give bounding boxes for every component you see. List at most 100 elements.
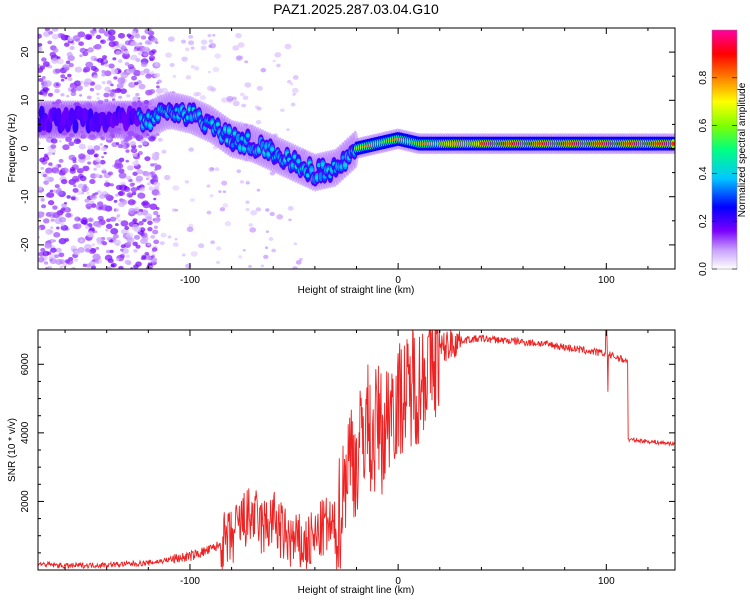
- heat-cell: [140, 61, 148, 67]
- heat-cell: [104, 70, 112, 77]
- heat-cell: [43, 218, 50, 224]
- heat-cell: [116, 83, 124, 89]
- heat-cell: [118, 219, 122, 222]
- heat-cell: [136, 168, 143, 175]
- heat-cell: [89, 179, 96, 185]
- heat-cell: [38, 63, 41, 68]
- heat-cell: [224, 221, 232, 227]
- colorbar-tick-label: 0.4: [698, 166, 709, 180]
- heat-cell: [104, 193, 111, 199]
- colorbar-tick-label: 0.8: [698, 70, 709, 84]
- heat-cell: [125, 149, 130, 153]
- heat-cell: [40, 166, 45, 170]
- heat-cell: [132, 218, 138, 223]
- heat-cell: [73, 138, 82, 145]
- heat-cell: [96, 96, 101, 101]
- heat-cell: [157, 192, 161, 196]
- heat-cell: [172, 208, 177, 212]
- heat-cell: [232, 100, 240, 107]
- heat-cell: [52, 212, 60, 219]
- heat-cell: [90, 247, 97, 253]
- heat-cell: [82, 68, 88, 73]
- heat-cell: [135, 244, 141, 249]
- heat-cell: [145, 266, 153, 269]
- heat-cell: [180, 39, 187, 44]
- heat-cell: [50, 218, 55, 222]
- heat-cell: [256, 85, 263, 91]
- heat-cell: [295, 260, 302, 265]
- heat-cell: [100, 146, 107, 152]
- heat-cell: [76, 167, 84, 174]
- heat-cell: [242, 146, 247, 151]
- colorbar-frame: [711, 29, 738, 270]
- chart-title: PAZ1.2025.287.03.04.G10: [273, 1, 439, 17]
- y-tick-label: 0: [20, 145, 31, 151]
- heat-cell: [60, 222, 65, 227]
- heat-cell: [66, 94, 70, 98]
- heat-cell: [85, 203, 93, 209]
- heat-cell: [122, 52, 130, 60]
- heat-cell: [113, 239, 121, 246]
- heat-cell: [132, 152, 138, 157]
- heat-cell: [98, 28, 105, 34]
- heat-cell: [141, 255, 147, 259]
- heat-cell: [292, 154, 297, 159]
- heat-cell: [126, 241, 132, 246]
- heat-cell: [64, 111, 69, 117]
- heat-cell: [226, 95, 234, 102]
- heat-cell: [120, 244, 126, 249]
- heat-cell: [40, 247, 46, 252]
- heat-cell: [117, 32, 126, 39]
- heat-cell: [88, 113, 93, 118]
- heat-cell: [87, 161, 92, 165]
- heat-cell: [60, 78, 65, 82]
- heat-cell: [61, 167, 69, 174]
- heat-cell: [70, 266, 77, 269]
- heat-cell: [269, 211, 275, 217]
- heat-cell: [85, 35, 92, 40]
- y-tick-label: -10: [20, 189, 31, 204]
- x-tick-label: 0: [395, 576, 401, 587]
- heat-cell: [144, 156, 151, 162]
- heat-cell: [94, 260, 100, 264]
- heat-cell: [76, 223, 82, 228]
- heat-cell: [245, 207, 250, 212]
- heat-cell: [42, 250, 50, 257]
- heat-cell: [92, 45, 98, 50]
- heat-cell: [248, 223, 253, 227]
- heat-cell: [150, 163, 155, 167]
- heat-cell: [103, 59, 107, 63]
- heat-cell: [38, 226, 42, 231]
- heat-cell: [157, 137, 163, 142]
- heat-cell: [246, 180, 250, 183]
- heat-cell: [119, 248, 124, 252]
- heat-cell: [93, 167, 97, 171]
- heat-cell: [67, 55, 75, 62]
- snr-series-line: [38, 330, 675, 570]
- heat-cell: [135, 58, 141, 63]
- heat-cell: [120, 140, 125, 145]
- heat-cell: [70, 91, 77, 97]
- heat-cell: [56, 226, 60, 230]
- heat-cell: [190, 251, 198, 257]
- heat-cell: [169, 63, 175, 68]
- heat-cell: [49, 258, 57, 265]
- heat-cell: [118, 201, 126, 208]
- heat-cell: [102, 168, 106, 171]
- heat-cell: [245, 200, 250, 204]
- heat-cell: [118, 168, 125, 174]
- heat-cell: [60, 93, 65, 97]
- heat-cell: [208, 39, 214, 44]
- heat-cell: [79, 239, 84, 243]
- heat-cell: [48, 162, 53, 166]
- heat-cell: [265, 230, 270, 233]
- heat-cell: [93, 67, 99, 73]
- heat-cell: [85, 61, 94, 68]
- heat-cell: [128, 194, 133, 198]
- heat-cell: [114, 163, 122, 170]
- heat-cell: [164, 174, 171, 181]
- heat-cell: [126, 33, 132, 38]
- heat-cell: [286, 79, 292, 84]
- heat-cell: [38, 77, 44, 83]
- heat-cell: [43, 261, 49, 265]
